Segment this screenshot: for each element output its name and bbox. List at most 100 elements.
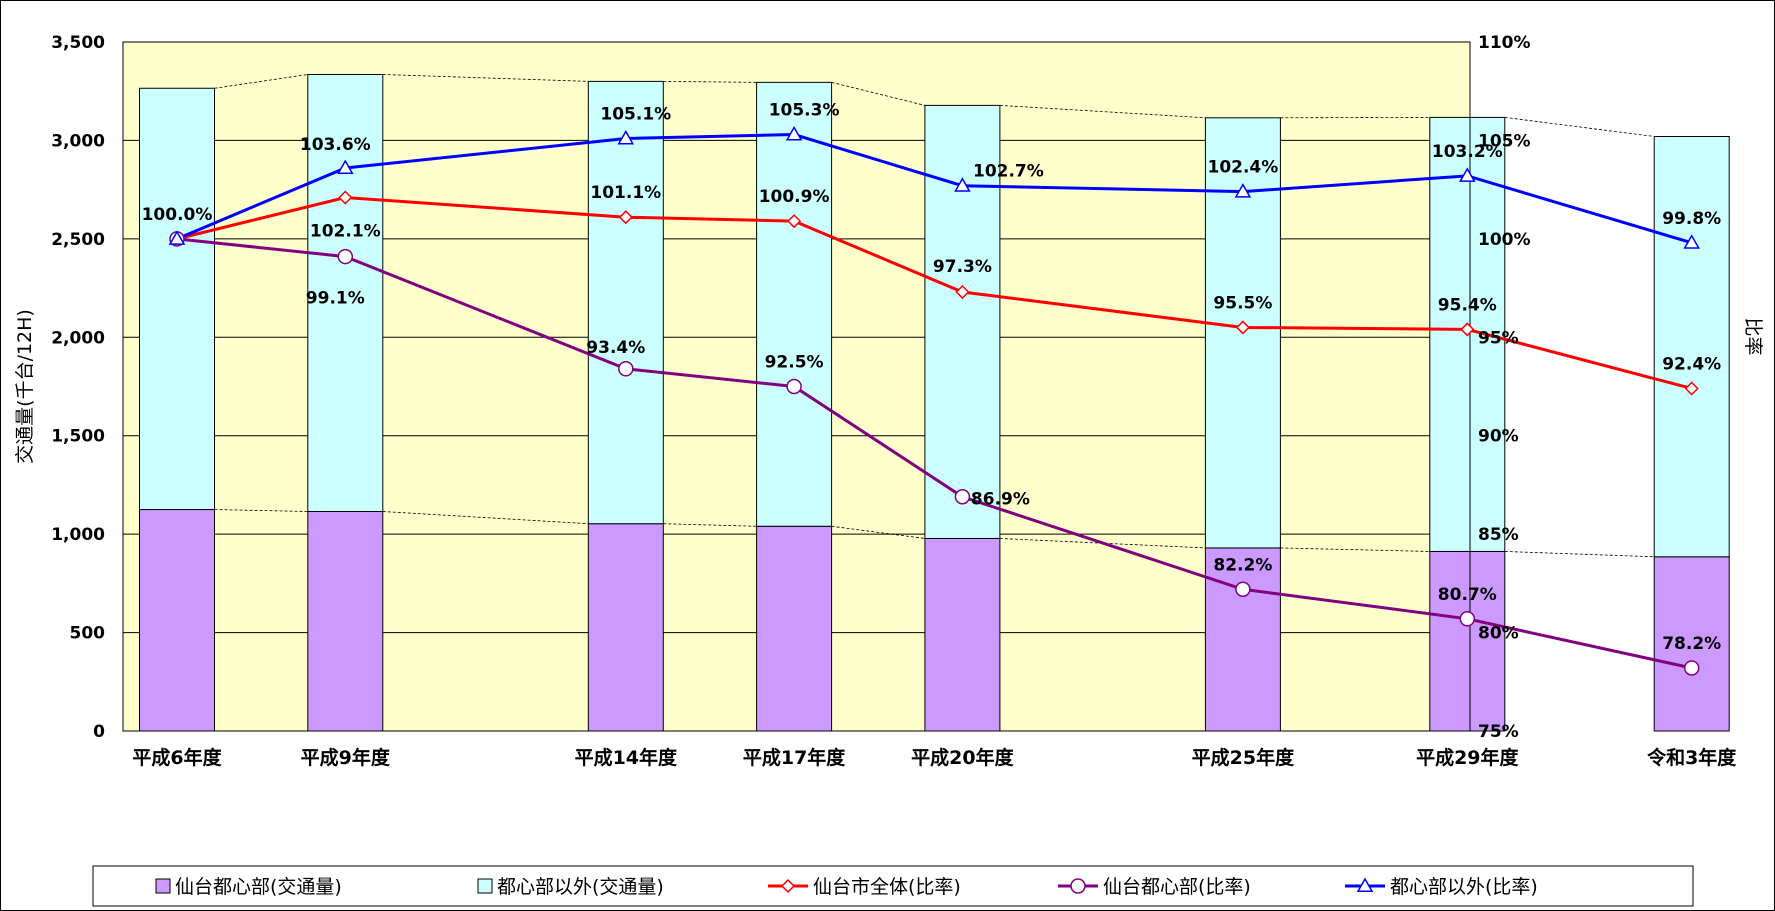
bar-center-volume — [307, 511, 384, 732]
y2-axis-ticks: 75% 80% 85% 90% 95% 100% 105% 110% — [1478, 33, 1531, 742]
marker-diamond — [1684, 381, 1699, 396]
data-label: 102.1% — [310, 222, 381, 242]
bar-outer-volume — [307, 73, 384, 513]
legend-swatch — [477, 878, 493, 894]
data-label: 95.5% — [1213, 293, 1272, 313]
series-connector-top — [663, 80, 757, 83]
y2-tick-label: 80% — [1478, 624, 1519, 644]
marker-triangle — [1459, 167, 1476, 182]
marker-diamond — [618, 210, 633, 225]
marker-circle — [786, 378, 802, 395]
data-label: 78.2% — [1662, 634, 1721, 654]
data-label: 95.4% — [1438, 295, 1497, 315]
ratio-markers-layer — [168, 126, 1700, 676]
x-tick-label: 平成17年度 — [743, 746, 846, 769]
marker-triangle — [337, 159, 354, 174]
legend-label: 都心部以外(比率) — [1390, 876, 1538, 898]
series-connector-top — [1504, 116, 1655, 137]
data-label: 100.0% — [142, 205, 213, 225]
x-tick-label: 平成9年度 — [301, 746, 391, 769]
data-label: 82.2% — [1213, 555, 1272, 575]
data-label: 105.1% — [600, 104, 671, 124]
series-connector-center — [214, 509, 308, 512]
bar-center-volume — [756, 525, 833, 732]
y-tick-label: 1,500 — [51, 427, 105, 447]
y2-tick-label: 95% — [1478, 328, 1519, 348]
series-connector-top — [831, 81, 925, 106]
series-connector-top — [382, 74, 589, 82]
x-tick-label: 平成14年度 — [575, 746, 678, 769]
series-connector-center — [382, 511, 589, 525]
y2-tick-label: 85% — [1478, 525, 1519, 545]
legend-label: 仙台都心部(比率) — [1103, 876, 1251, 898]
marker-triangle — [168, 230, 186, 245]
marker-triangle — [617, 129, 635, 145]
legend-label: 都心部以外(交通量) — [497, 876, 664, 898]
ratio-line-1 — [176, 237, 1693, 670]
plot-border — [122, 41, 1471, 732]
marker-diamond — [955, 284, 970, 300]
y-tick-label: 3,000 — [51, 131, 105, 151]
y2-tick-label: 110% — [1478, 33, 1531, 53]
ratio-line-0 — [176, 196, 1693, 390]
marker-triangle — [785, 126, 803, 141]
bar-outer-volume — [1653, 135, 1730, 558]
marker-circle — [1459, 611, 1476, 627]
ratio-lines-layer — [176, 133, 1693, 670]
marker-diamond — [1235, 320, 1250, 335]
y2-axis-title: 比率 — [1742, 317, 1764, 355]
x-axis-ticks: 平成6年度 平成9年度 平成14年度 平成17年度 平成20年度 平成25年度 平成29年度… — [132, 746, 1737, 769]
data-label: 99.1% — [306, 289, 365, 309]
y-axis-ticks: 0 500 1,000 1,500 2,000 2,500 3,000 3,500 — [51, 33, 105, 742]
data-label: 102.7% — [973, 162, 1044, 182]
data-labels-layer: 102.1% 101.1% 100.9% 97.3% 95.5% 95.4% 92.4% 10… — [142, 101, 1722, 654]
bar-outer-volume — [756, 81, 833, 527]
data-label: 102.4% — [1207, 158, 1278, 178]
bars-layer — [139, 73, 1730, 732]
bar-center-volume — [1653, 556, 1730, 732]
marker-diamond — [780, 878, 796, 894]
data-label: 105.3% — [769, 101, 840, 121]
data-label: 86.9% — [971, 490, 1030, 510]
legend-swatch — [155, 878, 171, 894]
marker-circle — [1070, 878, 1086, 894]
y-tick-label: 2,500 — [51, 230, 105, 250]
legend-label: 仙台市全体(比率) — [813, 876, 961, 898]
y-tick-label: 2,000 — [51, 328, 105, 348]
bar-center-volume — [139, 509, 215, 732]
y2-tick-label: 90% — [1478, 427, 1519, 447]
y-tick-label: 500 — [70, 624, 106, 644]
marker-triangle — [1234, 183, 1252, 198]
series-connector-top — [214, 74, 308, 89]
marker-circle — [337, 248, 354, 265]
data-label: 93.4% — [586, 338, 645, 358]
marker-circle — [1683, 660, 1700, 676]
bar-center-volume — [924, 537, 1001, 732]
bar-center-volume — [1204, 547, 1281, 732]
marker-diamond — [1460, 322, 1475, 337]
legend-label: 仙台都心部(交通量) — [175, 876, 342, 898]
data-label: 97.3% — [933, 257, 992, 277]
data-label: 103.6% — [300, 135, 371, 155]
data-label: 80.7% — [1438, 585, 1497, 605]
x-tick-label: 平成6年度 — [132, 746, 222, 769]
legend-box — [92, 865, 1694, 907]
x-tick-label: 令和3年度 — [1647, 746, 1737, 769]
legend: 仙台都心部(交通量) 都心部以外(交通量) 仙台市全体(比率) 仙台都心部(比率) 都心… — [92, 865, 1694, 907]
data-label: 100.9% — [759, 187, 830, 207]
data-label: 99.8% — [1662, 209, 1721, 229]
data-label: 92.4% — [1662, 354, 1721, 374]
series-connector-center — [831, 525, 925, 539]
bar-outer-volume — [139, 87, 215, 511]
data-label: 103.2% — [1432, 142, 1503, 162]
marker-diamond — [787, 214, 802, 229]
ratio-line-2 — [176, 133, 1693, 245]
bar-outer-volume — [587, 80, 664, 525]
series-connector-top — [999, 104, 1206, 119]
y-tick-label: 3,500 — [51, 33, 105, 53]
marker-circle — [618, 361, 634, 377]
bar-center-volume — [587, 523, 664, 732]
x-tick-label: 平成25年度 — [1192, 746, 1295, 769]
marker-triangle — [1683, 234, 1700, 249]
